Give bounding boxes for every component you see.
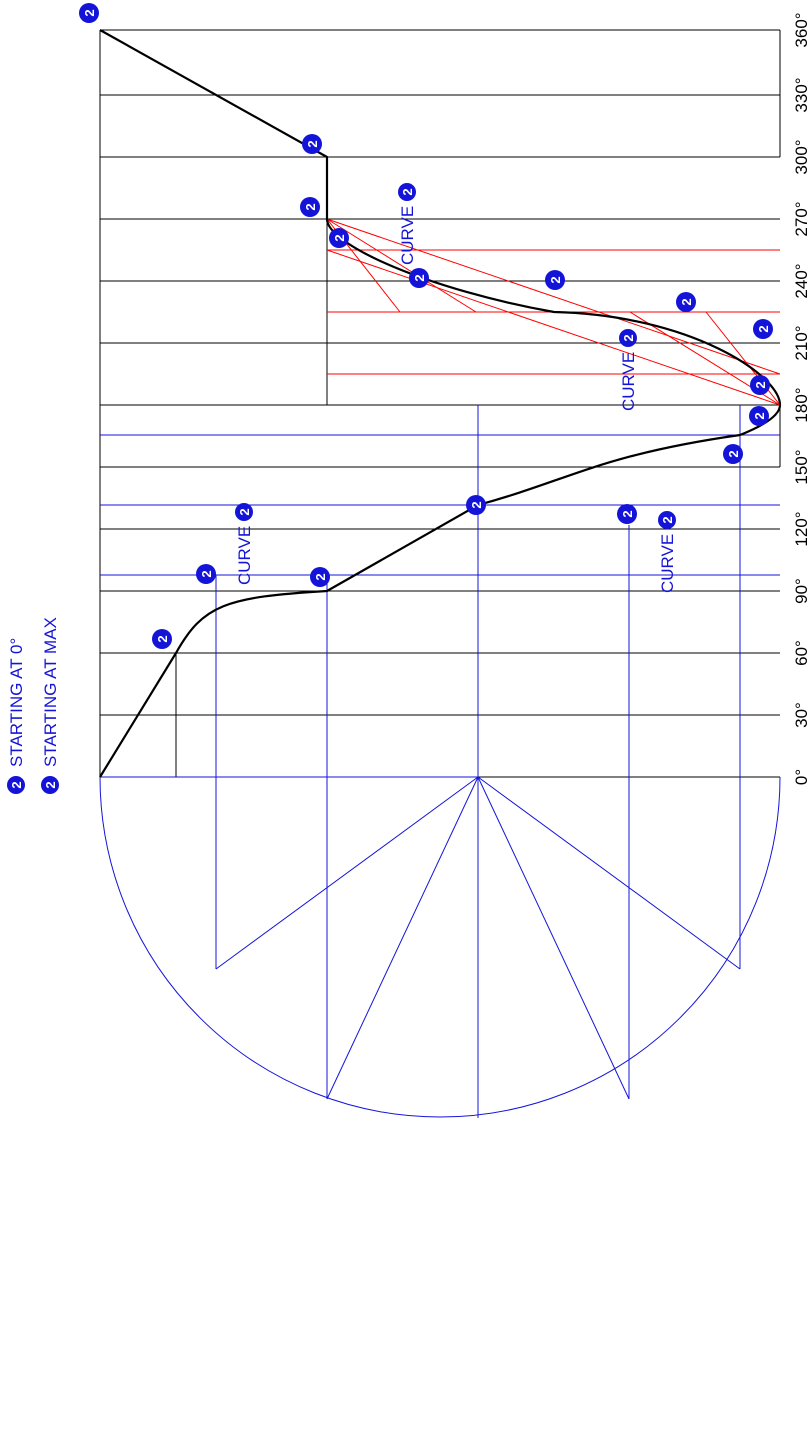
point-marker-text: 2: [82, 9, 97, 16]
tick-label: 30°: [792, 702, 809, 728]
point-marker-icon: [79, 3, 99, 23]
point-marker: 2: [310, 567, 330, 587]
tick-label: 60°: [792, 640, 809, 666]
legend-label: STARTING AT 0°: [7, 638, 26, 767]
radial-150: [477, 776, 741, 970]
curve-marker-text: 2: [660, 516, 675, 523]
legend-label: STARTING AT MAX: [41, 617, 60, 767]
curve-labels: CURVE 2 CURVE 2 CURVE 2 CURVE 2: [235, 183, 677, 593]
point-marker: 2: [723, 444, 743, 464]
point-marker-text: 2: [753, 381, 768, 388]
point-marker: 2: [409, 268, 429, 288]
point-marker-text: 2: [752, 412, 767, 419]
tick-label: 300°: [792, 139, 809, 174]
tick-label: 270°: [792, 201, 809, 236]
curve-marker-icon: [658, 511, 676, 529]
point-marker-text: 2: [313, 573, 328, 580]
legend-marker-icon: [41, 776, 59, 794]
grid: [99, 29, 781, 778]
tick-label: 90°: [792, 578, 809, 604]
point-marker: 2: [545, 270, 565, 290]
point-marker-icon: [329, 228, 349, 248]
point-marker: 2: [329, 228, 349, 248]
legend-marker-text: 2: [43, 781, 58, 788]
point-marker-icon: [749, 406, 769, 426]
tick-label: 180°: [792, 387, 809, 422]
point-marker-text: 2: [548, 276, 563, 283]
curve-label: CURVE: [398, 206, 417, 265]
tick-label: 330°: [792, 77, 809, 112]
point-marker-icon: [753, 319, 773, 339]
point-marker: 2: [79, 3, 99, 23]
point-marker-text: 2: [199, 570, 214, 577]
point-marker: 2: [753, 319, 773, 339]
point-marker-text: 2: [305, 140, 320, 147]
point-markers: 2 2 2 2 2 2 2 2 2 2 2 2 2 2 2 2: [79, 3, 773, 649]
tick-label: 120°: [792, 511, 809, 546]
point-marker-icon: [310, 567, 330, 587]
point-marker-text: 2: [155, 635, 170, 642]
point-marker: 2: [300, 197, 320, 217]
point-marker-icon: [466, 495, 486, 515]
point-marker-icon: [196, 564, 216, 584]
point-marker: 2: [617, 504, 637, 524]
radial-30: [215, 776, 479, 970]
semicircle: [99, 776, 781, 1118]
curve-marker-icon: [398, 183, 416, 201]
point-marker: 2: [152, 629, 172, 649]
point-marker-icon: [676, 292, 696, 312]
point-marker: 2: [749, 406, 769, 426]
tick-label: 240°: [792, 263, 809, 298]
legend-marker-icon: [7, 776, 25, 794]
red-ray-b2: [326, 218, 477, 313]
point-marker-text: 2: [332, 234, 347, 241]
point-marker-text: 2: [469, 501, 484, 508]
point-marker-text: 2: [620, 510, 635, 517]
tick-labels: 0° 30° 60° 90° 120° 150° 180° 210° 240° …: [792, 12, 809, 785]
red-ray-a3: [326, 249, 781, 406]
point-marker-icon: [152, 629, 172, 649]
point-marker-icon: [723, 444, 743, 464]
curve-label: CURVE: [235, 526, 254, 585]
curve-marker-text: 2: [621, 334, 636, 341]
curve-marker-icon: [619, 329, 637, 347]
point-marker-icon: [409, 268, 429, 288]
point-marker: 2: [302, 134, 322, 154]
point-marker-text: 2: [726, 450, 741, 457]
point-marker-icon: [300, 197, 320, 217]
radial-120: [477, 776, 630, 1100]
curve-marker-icon: [235, 503, 253, 521]
point-marker-icon: [617, 504, 637, 524]
point-marker-text: 2: [756, 325, 771, 332]
legend: 2 STARTING AT 0° 2 STARTING AT MAX: [7, 617, 60, 794]
red-ray-b3: [326, 218, 781, 375]
tick-label: 210°: [792, 325, 809, 360]
point-marker-icon: [750, 375, 770, 395]
curve-marker-text: 2: [400, 188, 415, 195]
point-marker: 2: [676, 292, 696, 312]
legend-marker-text: 2: [9, 781, 24, 788]
point-marker-text: 2: [303, 203, 318, 210]
tick-label: 360°: [792, 12, 809, 47]
point-marker: 2: [196, 564, 216, 584]
rise-construction: [99, 405, 781, 1118]
point-marker: 2: [466, 495, 486, 515]
point-marker-text: 2: [679, 298, 694, 305]
tick-label: 150°: [792, 449, 809, 484]
tick-label: 0°: [792, 769, 809, 785]
point-marker-text: 2: [412, 274, 427, 281]
point-marker-icon: [302, 134, 322, 154]
point-marker-icon: [545, 270, 565, 290]
displacement-profile: [99, 29, 782, 778]
curve-marker-text: 2: [237, 508, 252, 515]
curve-label: CURVE: [658, 534, 677, 593]
point-marker: 2: [750, 375, 770, 395]
radial-60: [326, 776, 479, 1100]
curve-label: CURVE: [619, 352, 638, 411]
